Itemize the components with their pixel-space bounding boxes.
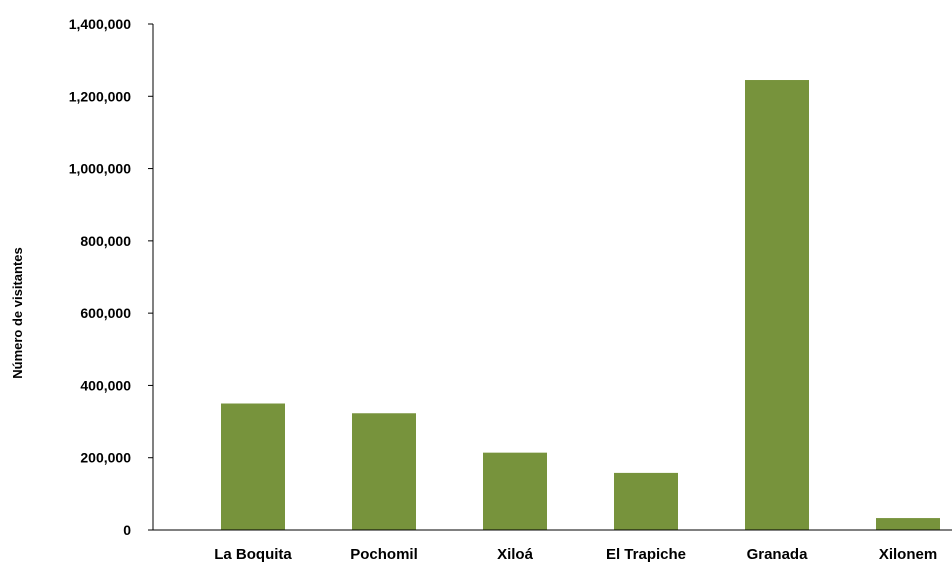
y-axis-title: Número de visitantes — [10, 247, 25, 379]
bar — [483, 452, 547, 530]
y-tick-label: 0 — [123, 522, 131, 538]
y-tick-label: 600,000 — [80, 305, 131, 321]
x-category-label: Xilonem — [879, 546, 937, 563]
bar — [876, 518, 940, 530]
bar — [352, 413, 416, 530]
y-tick-label: 200,000 — [80, 450, 131, 466]
y-axis-ticks: 0 200,000 400,000 600,000 800,000 1,000,000 1,… — [69, 16, 153, 538]
x-category-label: Pochomil — [350, 546, 418, 563]
y-tick-label: 800,000 — [80, 233, 131, 249]
y-tick-label: 1,000,000 — [69, 161, 131, 177]
x-category-label: La Boquita — [214, 546, 292, 563]
x-category-label: El Trapiche — [606, 546, 686, 563]
bar — [745, 80, 809, 531]
y-tick-label: 1,400,000 — [69, 16, 131, 32]
bars — [221, 80, 940, 531]
x-axis-labels: La Boquita Pochomil Xiloá El Trapiche Granad… — [214, 546, 937, 563]
bar — [614, 472, 678, 530]
x-category-label: Xiloá — [497, 546, 534, 563]
y-tick-label: 400,000 — [80, 377, 131, 393]
x-category-label: Granada — [747, 546, 809, 563]
bar — [221, 403, 285, 530]
y-tick-label: 1,200,000 — [69, 88, 131, 104]
